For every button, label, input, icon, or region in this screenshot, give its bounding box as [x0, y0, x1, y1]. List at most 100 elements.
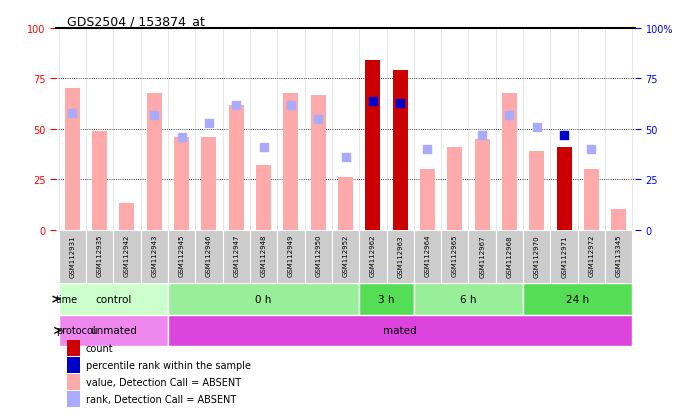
Text: GSM112949: GSM112949 — [288, 234, 294, 277]
Point — [285, 102, 297, 109]
Bar — [502, 93, 517, 230]
Bar — [414, 284, 523, 315]
Text: value, Detection Call = ABSENT: value, Detection Call = ABSENT — [86, 377, 241, 387]
Bar — [147, 93, 162, 230]
Bar — [447, 147, 462, 230]
Text: count: count — [86, 344, 114, 354]
Text: GSM112972: GSM112972 — [588, 234, 595, 277]
Bar — [283, 93, 298, 230]
Text: GSM112950: GSM112950 — [315, 234, 321, 277]
Bar — [605, 230, 632, 284]
Text: GSM112970: GSM112970 — [534, 234, 540, 277]
Text: GDS2504 / 153874_at: GDS2504 / 153874_at — [68, 15, 205, 28]
Text: time: time — [56, 294, 78, 304]
Point — [149, 112, 160, 119]
Bar — [277, 230, 304, 284]
Bar — [359, 230, 387, 284]
Text: GSM112935: GSM112935 — [96, 234, 103, 277]
Text: GSM112942: GSM112942 — [124, 234, 130, 277]
Bar — [611, 210, 626, 230]
Bar — [393, 71, 408, 230]
Text: unmated: unmated — [90, 326, 137, 336]
Bar — [195, 230, 223, 284]
Text: GSM112968: GSM112968 — [507, 234, 512, 277]
Point — [313, 116, 324, 123]
Bar — [551, 230, 578, 284]
Bar — [365, 61, 380, 230]
Bar — [441, 230, 468, 284]
Text: 6 h: 6 h — [460, 294, 477, 304]
Bar — [468, 230, 496, 284]
Bar — [523, 284, 632, 315]
Text: GSM112948: GSM112948 — [260, 234, 267, 277]
Point — [422, 146, 433, 153]
Text: mated: mated — [383, 326, 417, 336]
Bar — [496, 230, 523, 284]
Bar — [414, 230, 441, 284]
Text: GSM112963: GSM112963 — [397, 234, 403, 277]
Bar — [174, 138, 189, 230]
Text: GSM112946: GSM112946 — [206, 234, 212, 277]
Text: protocol: protocol — [56, 326, 96, 336]
Point — [477, 132, 488, 139]
Point — [230, 102, 242, 109]
Point — [558, 132, 570, 139]
Text: percentile rank within the sample: percentile rank within the sample — [86, 361, 251, 370]
Bar — [338, 178, 353, 230]
Text: 24 h: 24 h — [566, 294, 589, 304]
Text: GSM112931: GSM112931 — [69, 234, 75, 277]
Bar — [556, 147, 572, 230]
Point — [586, 146, 597, 153]
Point — [66, 110, 77, 117]
Text: 0 h: 0 h — [255, 294, 272, 304]
Bar — [168, 315, 632, 346]
Bar — [529, 152, 544, 230]
Bar — [475, 140, 490, 230]
Bar — [229, 105, 244, 230]
Bar — [65, 89, 80, 230]
Bar — [523, 230, 551, 284]
Bar — [59, 284, 168, 315]
Bar — [168, 230, 195, 284]
Bar — [59, 230, 86, 284]
Point — [176, 134, 187, 141]
Text: 3 h: 3 h — [378, 294, 395, 304]
Point — [504, 112, 515, 119]
Text: GSM112952: GSM112952 — [343, 234, 348, 277]
Point — [203, 120, 214, 127]
Point — [367, 98, 378, 104]
Bar — [86, 230, 113, 284]
Bar — [584, 170, 599, 230]
Text: GSM112962: GSM112962 — [370, 234, 376, 277]
Text: GSM112964: GSM112964 — [424, 234, 431, 277]
Text: GSM112945: GSM112945 — [179, 234, 184, 277]
Bar — [68, 358, 80, 373]
Bar — [140, 230, 168, 284]
Text: rank, Detection Call = ABSENT: rank, Detection Call = ABSENT — [86, 394, 236, 404]
Bar — [359, 284, 414, 315]
Bar — [201, 138, 216, 230]
Point — [394, 100, 406, 107]
Point — [258, 144, 269, 151]
Text: GSM112947: GSM112947 — [233, 234, 239, 277]
Bar — [311, 95, 326, 230]
Bar — [223, 230, 250, 284]
Text: GSM112943: GSM112943 — [151, 234, 157, 277]
Bar — [68, 375, 80, 390]
Bar — [387, 230, 414, 284]
Text: control: control — [95, 294, 131, 304]
Bar — [168, 284, 359, 315]
Bar — [420, 170, 435, 230]
Point — [531, 124, 542, 131]
Bar — [68, 392, 80, 407]
Text: GSM112967: GSM112967 — [479, 234, 485, 277]
Bar — [92, 131, 107, 230]
Text: GSM113345: GSM113345 — [616, 234, 622, 277]
Bar — [304, 230, 332, 284]
Bar — [113, 230, 140, 284]
Bar — [119, 204, 135, 230]
Bar — [578, 230, 605, 284]
Bar — [250, 230, 277, 284]
Bar — [68, 341, 80, 356]
Point — [340, 154, 351, 161]
